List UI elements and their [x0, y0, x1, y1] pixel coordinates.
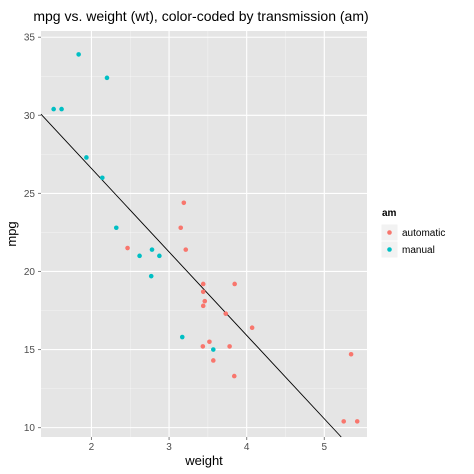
- data-point-manual: [211, 347, 216, 352]
- data-point-manual: [113, 225, 119, 231]
- y-axis-label: mpg: [4, 221, 19, 246]
- grid-lines: [41, 31, 367, 437]
- legend-title: am: [382, 208, 397, 219]
- y-tick-label: 20: [24, 267, 36, 278]
- legend-marker-manual: [387, 247, 392, 252]
- data-point-manual: [59, 106, 64, 112]
- y-tick-label: 30: [24, 111, 36, 122]
- legend-marker-automatic: [387, 230, 392, 235]
- data-point-automatic: [211, 358, 216, 363]
- y-tick-label: 15: [24, 345, 36, 356]
- data-point-manual: [104, 75, 110, 81]
- data-point-automatic: [200, 281, 206, 287]
- data-point-manual: [51, 106, 56, 112]
- data-point-automatic: [354, 419, 360, 424]
- x-tick-label: 2: [89, 442, 95, 453]
- data-point-manual: [148, 273, 154, 279]
- data-point-automatic: [227, 344, 232, 349]
- x-tick-label: 5: [322, 442, 328, 453]
- data-point-manual: [84, 155, 89, 160]
- y-tick-label: 25: [24, 189, 36, 200]
- data-point-automatic: [125, 245, 130, 251]
- regression-line: [40, 113, 342, 438]
- data-point-automatic: [200, 344, 206, 349]
- data-point-automatic: [341, 419, 347, 424]
- x-axis-label: weight: [184, 453, 223, 468]
- data-point-automatic: [223, 311, 229, 316]
- legend: am automatic manual: [380, 208, 445, 259]
- y-tick-label: 35: [24, 33, 36, 44]
- data-point-automatic: [202, 298, 208, 304]
- x-tick-label: 3: [166, 442, 172, 453]
- x-axis-ticks: 2 3 4 5: [89, 437, 328, 453]
- y-axis-ticks: 10 15 20 25 30 35: [24, 33, 41, 434]
- data-points: [51, 52, 360, 424]
- x-tick-label: 4: [244, 442, 250, 453]
- data-point-automatic: [183, 247, 189, 252]
- y-tick-label: 10: [24, 423, 36, 434]
- data-point-automatic: [178, 225, 184, 231]
- data-point-manual: [137, 253, 142, 259]
- data-point-manual: [179, 334, 185, 340]
- data-point-automatic: [231, 373, 237, 379]
- data-point-manual: [100, 175, 105, 181]
- data-point-manual: [76, 52, 81, 57]
- data-point-automatic: [232, 281, 237, 287]
- data-point-automatic: [249, 325, 255, 330]
- chart-title: mpg vs. weight (wt), color-coded by tran…: [33, 8, 368, 24]
- legend-label-manual: manual: [402, 245, 435, 256]
- data-point-manual: [157, 253, 162, 259]
- fit-line: [40, 113, 342, 438]
- data-point-automatic: [200, 289, 206, 295]
- legend-label-automatic: automatic: [402, 228, 445, 239]
- plot-panel: [41, 31, 367, 437]
- data-point-automatic: [181, 200, 187, 206]
- data-point-automatic: [207, 339, 212, 345]
- data-point-automatic: [348, 351, 354, 357]
- data-point-manual: [149, 247, 155, 252]
- data-point-automatic: [200, 303, 206, 309]
